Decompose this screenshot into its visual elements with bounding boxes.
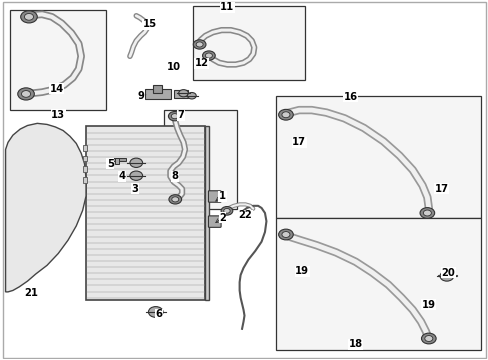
Bar: [276, 96, 480, 218]
Text: 20: 20: [441, 267, 454, 278]
Text: 7: 7: [177, 111, 184, 121]
Circle shape: [282, 112, 289, 118]
Circle shape: [171, 197, 179, 202]
Text: 19: 19: [421, 300, 435, 310]
Bar: [153, 85, 161, 93]
Bar: [144, 89, 171, 99]
Text: 21: 21: [24, 288, 38, 298]
Text: 19: 19: [294, 266, 308, 276]
Text: 13: 13: [51, 110, 65, 120]
Circle shape: [224, 208, 230, 213]
Bar: [193, 6, 305, 80]
Circle shape: [130, 158, 142, 167]
Circle shape: [421, 333, 435, 344]
Circle shape: [205, 53, 212, 58]
Text: 3: 3: [131, 184, 138, 194]
Text: 14: 14: [50, 84, 64, 94]
Circle shape: [423, 210, 430, 216]
Bar: [82, 145, 87, 150]
Circle shape: [439, 271, 453, 281]
Bar: [82, 156, 87, 161]
Circle shape: [424, 336, 432, 342]
Bar: [110, 158, 126, 161]
Polygon shape: [5, 123, 86, 292]
Circle shape: [18, 88, 34, 100]
Circle shape: [187, 93, 196, 99]
Text: 10: 10: [166, 62, 181, 72]
Bar: [82, 166, 87, 172]
Text: 16: 16: [343, 92, 357, 102]
Text: 8: 8: [171, 171, 179, 181]
Circle shape: [282, 231, 289, 238]
Text: 11: 11: [220, 2, 234, 12]
Bar: [82, 177, 87, 183]
Circle shape: [24, 13, 34, 20]
Circle shape: [178, 90, 188, 97]
Bar: [115, 158, 119, 164]
Text: 17: 17: [434, 184, 448, 194]
Circle shape: [196, 42, 203, 47]
Text: 1: 1: [219, 191, 225, 201]
Circle shape: [202, 51, 215, 60]
Bar: [276, 218, 480, 350]
Circle shape: [21, 91, 31, 97]
Bar: [105, 128, 168, 196]
Text: 18: 18: [348, 339, 362, 349]
Bar: [163, 110, 237, 209]
Bar: [204, 126, 209, 300]
Circle shape: [278, 109, 293, 120]
Text: 17: 17: [291, 138, 305, 147]
Circle shape: [419, 208, 434, 219]
FancyBboxPatch shape: [208, 216, 221, 228]
Bar: [86, 126, 205, 300]
Text: 9: 9: [138, 91, 144, 101]
Circle shape: [20, 11, 37, 23]
Circle shape: [148, 307, 163, 318]
Circle shape: [168, 112, 181, 121]
Text: 12: 12: [194, 58, 208, 68]
Text: 4: 4: [118, 171, 125, 181]
Bar: [10, 10, 105, 110]
Bar: [173, 90, 188, 98]
Circle shape: [221, 207, 232, 215]
FancyBboxPatch shape: [208, 191, 221, 202]
Circle shape: [193, 40, 205, 49]
Text: 5: 5: [107, 159, 114, 169]
Circle shape: [130, 171, 142, 180]
Circle shape: [171, 114, 178, 119]
Text: 2: 2: [219, 213, 225, 222]
Text: 6: 6: [155, 310, 163, 319]
Circle shape: [278, 229, 293, 240]
Text: 15: 15: [142, 19, 156, 29]
Circle shape: [168, 195, 181, 204]
Text: 22: 22: [238, 210, 252, 220]
